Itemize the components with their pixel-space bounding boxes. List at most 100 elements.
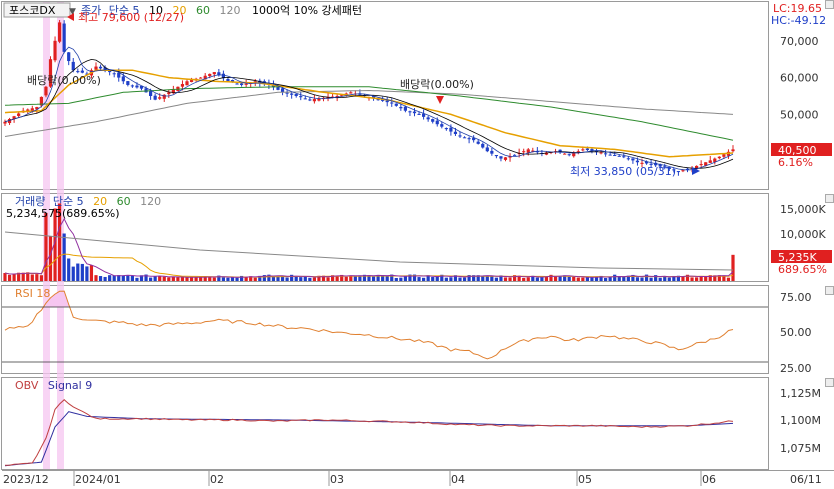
obv-pane-scroll-button[interactable] xyxy=(825,378,834,387)
dividend-annotation-2: 배당락(0.00%) xyxy=(400,78,474,91)
volume-bar xyxy=(640,277,644,281)
symbol-box[interactable] xyxy=(3,2,71,18)
volume-bar xyxy=(658,277,662,281)
candle-body xyxy=(672,169,676,171)
candle-body xyxy=(590,149,594,151)
volume-bar xyxy=(253,277,257,281)
volume-bar xyxy=(249,276,253,281)
candle-body xyxy=(98,66,103,69)
volume-bar xyxy=(699,276,703,281)
volume-bar xyxy=(85,266,89,281)
candle-body xyxy=(385,100,389,103)
candle-body xyxy=(139,85,144,89)
candle-body xyxy=(171,89,175,94)
volume-bar xyxy=(108,275,112,281)
volume-bar xyxy=(312,277,316,281)
rsi-axis: 75.00 50.00 25.00 xyxy=(780,291,812,375)
candle-body xyxy=(280,88,285,93)
candle-body xyxy=(490,150,494,154)
volume-bar xyxy=(517,275,521,281)
volume-bar xyxy=(103,276,107,281)
candle-body xyxy=(285,92,289,94)
volume-bar xyxy=(513,275,517,281)
obv-axis: 1,125M 1,100M 1,075M xyxy=(780,387,821,455)
x-label-06-11: 06/11 xyxy=(790,473,822,486)
candle-body xyxy=(649,163,653,165)
price-pane-scroll-button[interactable] xyxy=(825,0,834,9)
dividend-arrow-icon xyxy=(436,96,444,104)
volume-change: 689.65% xyxy=(778,263,827,276)
candle-body xyxy=(12,116,16,119)
volume-bar xyxy=(303,276,307,281)
volume-axis: 15,000K 10,000K xyxy=(780,203,826,241)
volume-bar xyxy=(522,277,526,281)
volume-bar xyxy=(672,275,676,281)
candle-body xyxy=(599,152,603,154)
rsi-layer xyxy=(4,290,734,360)
x-axis: 2023/12 2024/01 02 03 04 05 06 06/11 xyxy=(3,473,822,486)
volume-bar xyxy=(403,275,407,281)
volume-title: 거래량 xyxy=(15,195,45,208)
volume-bar xyxy=(117,275,121,281)
volume-bar xyxy=(76,263,80,281)
volume-bar xyxy=(244,276,248,281)
candle-body xyxy=(503,157,508,160)
volume-pane-scroll-button[interactable] xyxy=(825,194,834,203)
volume-bar xyxy=(98,276,103,281)
volume-bar xyxy=(217,275,221,281)
volume-bar xyxy=(544,276,549,281)
volume-bar xyxy=(667,277,671,281)
volume-bar xyxy=(704,276,708,281)
candle-body xyxy=(108,71,112,73)
volume-bar xyxy=(604,277,608,281)
candle-body xyxy=(704,162,708,166)
volume-bar xyxy=(94,275,98,281)
rsi-pane-scroll-button[interactable] xyxy=(825,286,834,295)
candle-body xyxy=(76,71,80,73)
candle-body xyxy=(35,107,39,110)
obv-line xyxy=(5,399,734,466)
volume-bar xyxy=(353,275,357,281)
candle-body xyxy=(412,111,417,114)
volume-bar xyxy=(622,276,626,281)
legend-ma20: 20 xyxy=(173,4,187,17)
volume-bar xyxy=(349,275,353,281)
candle-body xyxy=(85,73,89,75)
volume-peak: 5,234,575(689.65%) xyxy=(6,207,120,220)
candle-body xyxy=(431,119,435,122)
candle-body xyxy=(390,102,394,104)
dropdown-icon[interactable]: ▼ xyxy=(69,7,76,17)
candle-body xyxy=(558,149,562,153)
candle-body xyxy=(112,73,116,75)
volume-bar xyxy=(572,276,576,281)
candle-body xyxy=(212,72,216,75)
candle-body xyxy=(481,143,485,148)
candle-body xyxy=(458,135,462,137)
candle-body xyxy=(567,154,571,156)
x-label-2023-12: 2023/12 xyxy=(3,473,49,486)
candle-body xyxy=(144,88,148,93)
volume-bar xyxy=(240,275,244,281)
candle-body xyxy=(644,161,649,164)
volume-bar xyxy=(390,274,394,281)
volume-pane-border xyxy=(1,193,769,282)
candle-body xyxy=(308,99,312,101)
volume-bar xyxy=(121,275,125,281)
volume-bar xyxy=(371,276,376,281)
volume-bar xyxy=(271,276,276,281)
volume-bar xyxy=(467,275,471,281)
volume-bar xyxy=(135,277,139,281)
volume-bar xyxy=(540,276,544,281)
candle-body xyxy=(531,150,535,152)
obv-legend: OBV Signal 9 xyxy=(15,379,92,392)
candle-body xyxy=(663,166,667,168)
candle-body xyxy=(449,127,453,132)
candle-body xyxy=(135,85,139,88)
price-change: 6.16% xyxy=(778,156,813,169)
current-price-tag xyxy=(771,143,832,156)
volume-bar xyxy=(431,277,435,281)
candle-body xyxy=(440,124,444,127)
x-label-03: 03 xyxy=(330,473,344,486)
volume-bar xyxy=(144,274,148,281)
x-label-04: 04 xyxy=(451,473,465,486)
